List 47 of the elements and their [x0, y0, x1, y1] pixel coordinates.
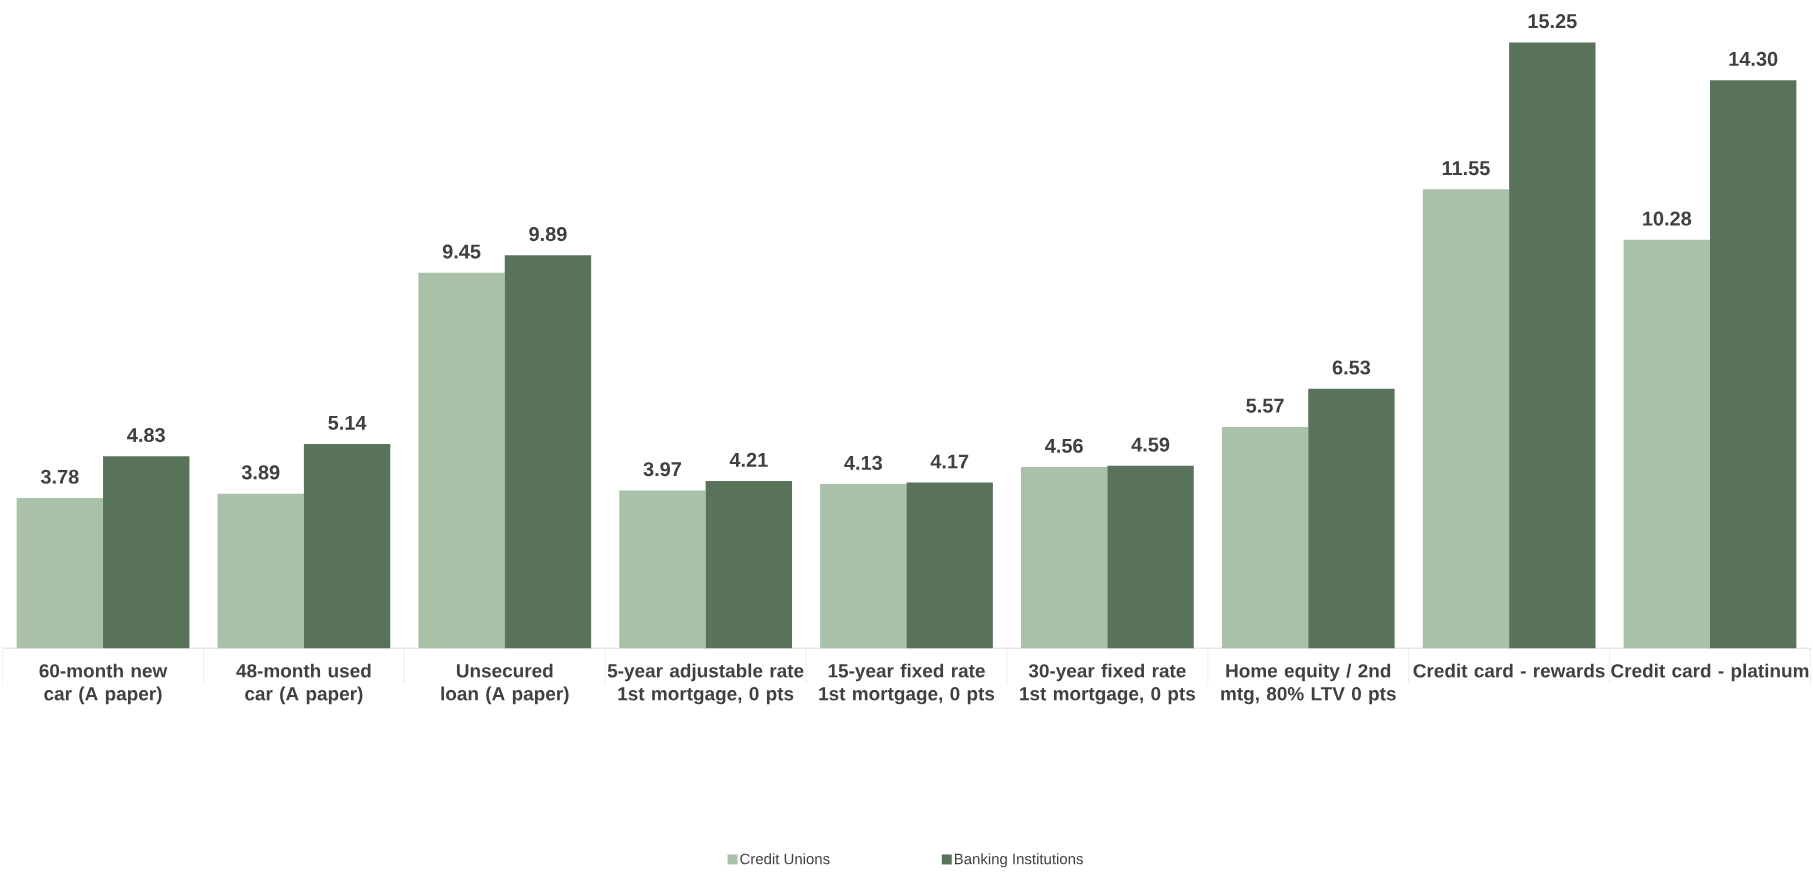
data-label: 4.21: [729, 453, 768, 467]
data-label: 4.17: [930, 454, 969, 469]
x-tick-label: 60-month new car (A paper): [39, 663, 168, 705]
x-tick-label: 15-year fixed rate 1st mortgage, 0 pts: [819, 663, 995, 705]
x-tick-label: Credit card - platinum: [1611, 663, 1809, 682]
bar: [1107, 466, 1194, 649]
bar: [619, 490, 706, 649]
data-label: 3.97: [643, 462, 681, 477]
bar: [1021, 467, 1108, 649]
bar: [705, 481, 793, 649]
bar: [820, 484, 907, 649]
data-label: 5.14: [328, 416, 367, 431]
bar: [418, 273, 505, 649]
data-label: 5.57: [1246, 399, 1284, 413]
data-label: 15.25: [1528, 14, 1577, 29]
bar: [1308, 389, 1395, 649]
x-tick-label: Home equity / 2nd mtg, 80% LTV 0 pts: [1221, 663, 1396, 705]
data-label: 4.56: [1045, 438, 1083, 454]
bar: [303, 444, 391, 649]
x-tick-label: Credit card - rewards: [1413, 663, 1605, 678]
bar: [504, 255, 592, 649]
x-tick-label: 5-year adjustable rate 1st mortgage, 0 pts: [607, 663, 804, 705]
legend-label: Banking Institutions: [954, 853, 1083, 868]
data-label: 3.78: [40, 469, 79, 485]
data-label: 9.45: [442, 244, 481, 259]
data-label: 6.53: [1332, 360, 1371, 375]
data-label: 4.59: [1131, 437, 1170, 452]
data-label: 11.55: [1442, 161, 1490, 176]
data-label: 10.28: [1643, 211, 1692, 226]
bar: [906, 482, 993, 649]
data-label: 3.89: [241, 465, 280, 480]
x-tick-label: 48-month used car (A paper): [236, 663, 371, 705]
x-tick-label: Unsecured loan (A paper): [441, 663, 569, 705]
bar: [1623, 240, 1710, 649]
data-label: 9.89: [529, 227, 567, 242]
bar: [103, 456, 190, 649]
bar: [1221, 427, 1309, 649]
data-label: 14.30: [1729, 52, 1778, 67]
bar: [1422, 189, 1510, 649]
x-tick-label: 30-year fixed rate 1st mortgage, 0 pts: [1020, 663, 1196, 705]
data-label: 4.13: [844, 456, 883, 471]
legend-label: Credit Unions: [740, 853, 830, 865]
data-label: 4.83: [127, 428, 165, 443]
bar: [1709, 80, 1797, 649]
bar: [217, 493, 304, 649]
bar: [1509, 42, 1596, 649]
bar: [16, 498, 104, 649]
